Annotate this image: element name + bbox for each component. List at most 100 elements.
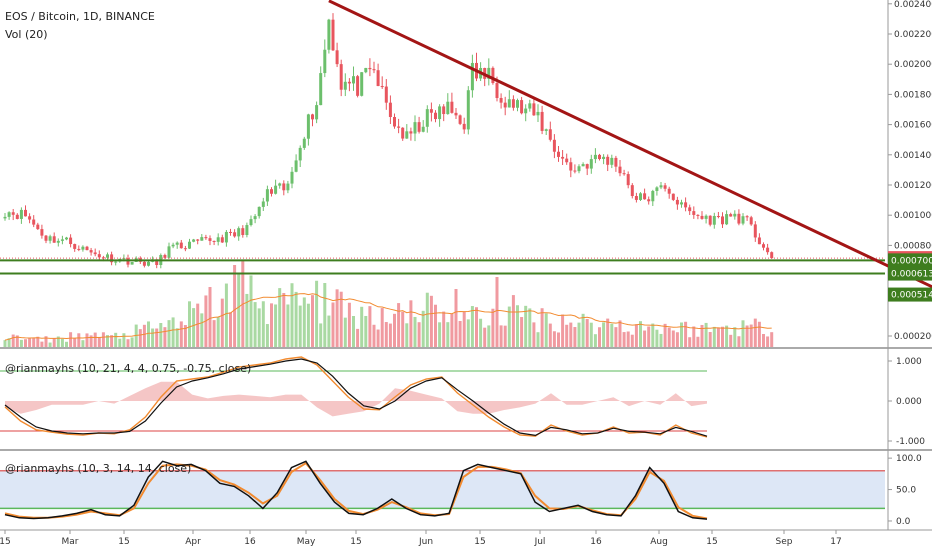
candle-body — [343, 81, 347, 90]
candle — [548, 121, 552, 142]
candle — [7, 211, 11, 220]
candle — [405, 124, 409, 139]
candle-body — [237, 228, 241, 237]
candle — [114, 261, 118, 266]
candle-body — [573, 170, 577, 172]
volume-bar — [15, 335, 19, 347]
volume-bar — [598, 327, 601, 347]
candle — [745, 215, 749, 221]
volume-bar — [528, 308, 532, 347]
candle — [655, 186, 659, 196]
candle — [130, 261, 134, 265]
candle-body — [327, 19, 331, 50]
candle-body — [331, 19, 335, 51]
volume-bar — [208, 287, 212, 347]
candle-body — [753, 224, 757, 238]
candle-body — [11, 212, 15, 215]
candle — [364, 67, 368, 74]
candle-body — [429, 109, 433, 113]
candle — [647, 196, 651, 205]
candle — [766, 243, 770, 255]
candle — [503, 96, 507, 116]
candle — [593, 148, 597, 164]
candle-body — [393, 117, 396, 127]
volume-bar — [614, 327, 618, 347]
candle-body — [65, 237, 68, 240]
candle-body — [282, 183, 286, 191]
candle-body — [757, 237, 761, 245]
candle-body — [290, 171, 294, 184]
volume-bar — [495, 277, 499, 347]
volume-bar — [147, 321, 150, 347]
candle-body — [171, 244, 175, 247]
candle-body — [462, 123, 466, 130]
candle — [622, 169, 626, 176]
candle-body — [24, 209, 27, 217]
candle — [274, 179, 278, 195]
candle — [372, 61, 376, 74]
candle-body — [511, 99, 515, 108]
candle-body — [97, 254, 101, 258]
candle-body — [651, 190, 655, 202]
candle — [532, 96, 536, 116]
candle — [659, 181, 663, 190]
candle-body — [28, 216, 32, 220]
candle-body — [749, 217, 753, 225]
candle-body — [626, 174, 630, 186]
volume-bar — [224, 283, 228, 347]
volume-bar — [659, 333, 663, 347]
volume-bar — [766, 336, 770, 347]
candle — [552, 134, 556, 159]
candle — [565, 153, 569, 165]
candle-body — [442, 106, 446, 115]
time-tick-label: 16 — [244, 537, 256, 547]
candle — [233, 229, 237, 238]
candle — [663, 182, 667, 192]
candle — [511, 95, 515, 111]
candle-body — [204, 237, 208, 239]
volume-bar — [475, 307, 478, 347]
candle — [376, 63, 380, 87]
indicator-2-tick-label: 100.0 — [896, 454, 922, 464]
candle-body — [700, 215, 704, 219]
candle-body — [319, 73, 323, 106]
candle-body — [368, 67, 372, 70]
volume-bar — [294, 291, 298, 347]
candle-body — [224, 231, 228, 243]
volume-bar — [106, 335, 109, 347]
candle — [265, 185, 269, 206]
volume-bar — [639, 321, 642, 347]
candle-body — [602, 156, 606, 160]
volume-bar — [651, 323, 655, 347]
volume-bar — [442, 311, 446, 347]
candle — [733, 210, 737, 220]
volume-bar — [19, 339, 23, 347]
candle — [52, 232, 56, 243]
volume-bar — [708, 332, 712, 347]
candle — [466, 86, 470, 135]
candle — [634, 192, 638, 203]
time-tick-label: Aug — [650, 537, 668, 547]
candle-body — [241, 228, 245, 235]
candle — [544, 128, 548, 135]
volume-bar — [585, 318, 589, 347]
volume-bar — [249, 275, 253, 347]
price-tick-label: 0.0024000 — [894, 0, 932, 10]
candle — [536, 104, 540, 122]
candle — [3, 212, 7, 221]
candle — [208, 235, 212, 246]
candle-body — [286, 183, 290, 191]
candle-body — [716, 216, 720, 218]
volume-bar — [364, 315, 368, 347]
candle-body — [200, 237, 204, 241]
candle-body — [192, 239, 196, 242]
volume-bar — [753, 318, 757, 347]
volume-bar — [667, 327, 671, 347]
candle-body — [647, 199, 651, 202]
candle-body — [339, 64, 343, 90]
candle-body — [708, 215, 712, 225]
volume-bar — [32, 337, 36, 347]
volume-bar — [331, 302, 335, 347]
candle — [516, 98, 519, 112]
